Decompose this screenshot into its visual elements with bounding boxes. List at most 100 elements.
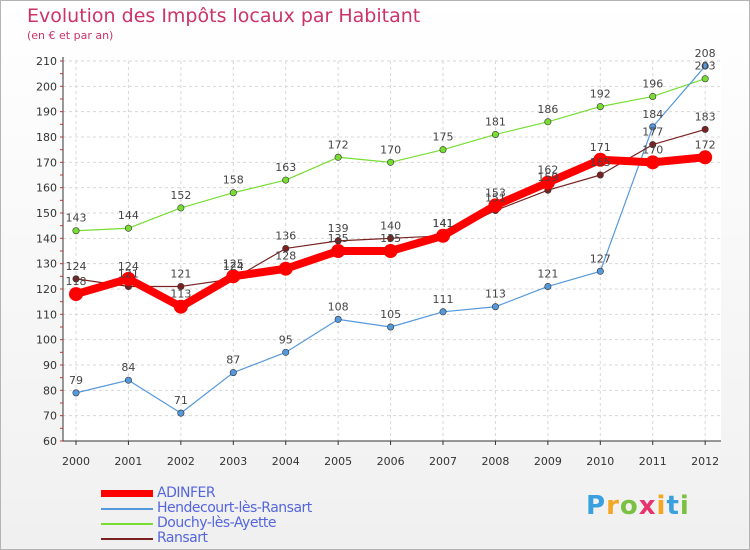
data-point (121, 271, 136, 286)
data-point (173, 299, 188, 314)
y-tick-label: 160 (36, 182, 57, 195)
data-point (488, 198, 503, 213)
data-label: 113 (485, 288, 506, 301)
data-point (72, 389, 80, 397)
legend-label: ADINFER (157, 485, 216, 501)
y-tick-label: 170 (36, 156, 57, 169)
data-point (439, 308, 447, 316)
data-point (701, 62, 709, 70)
y-tick-label: 150 (36, 207, 57, 220)
y-tick-label: 130 (36, 258, 57, 271)
data-point (282, 176, 290, 184)
data-point (278, 261, 293, 276)
y-tick-label: 60 (43, 435, 57, 448)
data-point (596, 103, 604, 111)
data-label: 170 (380, 143, 401, 156)
data-label: 192 (590, 88, 611, 101)
data-label: 139 (328, 222, 349, 235)
x-tick-label: 2006 (377, 455, 405, 468)
data-label: 124 (118, 260, 139, 273)
data-label: 208 (695, 47, 716, 60)
x-tick-label: 2000 (62, 455, 90, 468)
data-label: 177 (642, 126, 663, 139)
data-point (177, 282, 185, 290)
data-label: 153 (485, 186, 506, 199)
data-point (436, 228, 451, 243)
data-label: 121 (170, 267, 191, 280)
data-point (596, 267, 604, 275)
x-tick-label: 2004 (272, 455, 300, 468)
data-label: 203 (695, 60, 716, 73)
logo-letter: x (638, 491, 657, 521)
data-label: 163 (275, 161, 296, 174)
data-label: 186 (537, 103, 558, 116)
data-label: 136 (275, 229, 296, 242)
data-label: 128 (275, 250, 296, 263)
data-point (645, 155, 660, 170)
data-label: 181 (485, 115, 506, 128)
data-point (649, 92, 657, 100)
data-point (72, 275, 80, 283)
y-tick-label: 180 (36, 131, 57, 144)
x-tick-label: 2012 (691, 455, 719, 468)
y-tick-label: 200 (36, 80, 57, 93)
data-label: 87 (226, 354, 240, 367)
data-label: 141 (433, 217, 454, 230)
data-point (491, 303, 499, 311)
logo-letter: o (619, 491, 639, 521)
data-label: 183 (695, 110, 716, 123)
data-point (596, 171, 604, 179)
data-point (439, 146, 447, 154)
data-label: 152 (170, 189, 191, 202)
y-tick-label: 90 (43, 359, 57, 372)
x-tick-label: 2007 (429, 455, 457, 468)
legend-swatch (101, 508, 153, 510)
data-point (69, 287, 83, 302)
data-label: 158 (223, 174, 244, 187)
data-label: 71 (174, 394, 188, 407)
legend-label: Douchy-lès-Ayette (157, 515, 277, 531)
data-point (124, 376, 132, 384)
data-label: 144 (118, 209, 139, 222)
x-tick-label: 2001 (114, 455, 142, 468)
data-point (331, 244, 346, 258)
data-label: 135 (328, 232, 349, 245)
data-label: 170 (642, 143, 663, 156)
data-point (701, 125, 709, 133)
logo-letter: i (679, 491, 690, 521)
data-point (387, 323, 395, 331)
chart-title: Evolution des Impôts locaux par Habitant (27, 5, 421, 27)
data-point (334, 315, 342, 323)
y-tick-label: 210 (36, 55, 57, 68)
x-tick-label: 2008 (481, 455, 509, 468)
data-point (177, 409, 185, 417)
data-label: 151 (485, 191, 506, 204)
data-point (544, 282, 552, 290)
data-point (649, 123, 657, 131)
data-point (544, 118, 552, 126)
legend-swatch (101, 538, 153, 540)
data-point (282, 244, 290, 252)
legend-swatch (101, 490, 153, 497)
data-point (226, 269, 241, 284)
legend-label: Hendecourt-lès-Ransart (157, 500, 312, 516)
x-tick-label: 2005 (324, 455, 352, 468)
chart-subtitle: (en € et par an) (27, 29, 114, 42)
data-point (698, 150, 713, 165)
y-tick-label: 140 (36, 232, 57, 245)
proxiti-logo: Proxiti (586, 491, 690, 521)
data-label: 172 (328, 138, 349, 151)
data-point (593, 152, 608, 167)
data-label: 159 (537, 171, 558, 184)
data-label: 118 (66, 275, 87, 288)
data-point (649, 141, 657, 149)
data-label: 172 (695, 138, 716, 151)
data-point (334, 153, 342, 161)
data-point (72, 227, 80, 235)
logo-letter: i (656, 491, 667, 521)
logo-letter: r (606, 491, 620, 521)
x-tick-label: 2011 (639, 455, 667, 468)
logo-letter: P (586, 491, 607, 521)
x-tick-label: 2002 (167, 455, 195, 468)
